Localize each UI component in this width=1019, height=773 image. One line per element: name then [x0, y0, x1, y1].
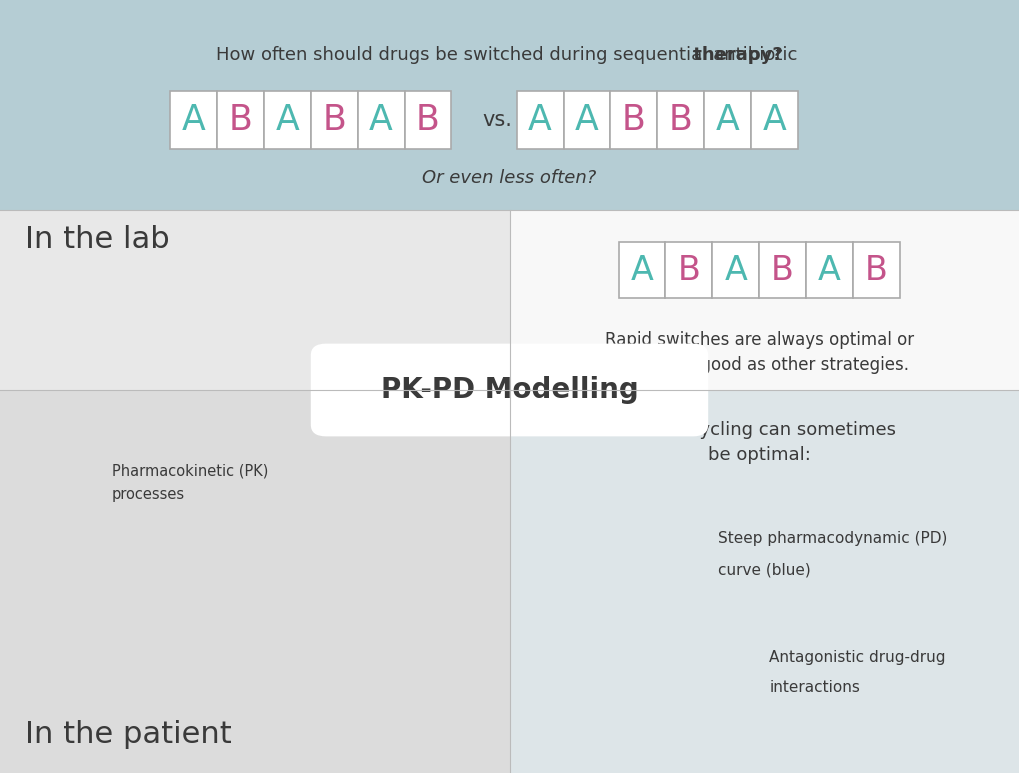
Text: Pharmacokinetic (PK): Pharmacokinetic (PK)	[112, 464, 268, 478]
Text: B: B	[322, 103, 346, 137]
Text: A: A	[528, 103, 552, 137]
Text: Slower cycling can sometimes: Slower cycling can sometimes	[623, 421, 896, 439]
Text: A: A	[369, 103, 393, 137]
Text: therapy?: therapy?	[236, 46, 783, 64]
Text: A: A	[275, 103, 300, 137]
Text: A: A	[762, 103, 787, 137]
Text: B: B	[681, 660, 698, 685]
Text: A: A	[576, 660, 593, 685]
Text: Rapid switches are always optimal or: Rapid switches are always optimal or	[604, 331, 914, 349]
Text: Antagonistic drug-drug: Antagonistic drug-drug	[769, 649, 946, 665]
Text: A: A	[631, 254, 653, 287]
Text: 0: 0	[511, 577, 519, 591]
Text: c: c	[708, 613, 716, 627]
Text: B: B	[678, 254, 700, 287]
Text: B: B	[668, 103, 693, 137]
Text: B: B	[622, 103, 646, 137]
Text: vs.: vs.	[482, 110, 513, 130]
Bar	[623, 662, 651, 683]
Text: B: B	[228, 103, 253, 137]
Text: Or even less often?: Or even less often?	[422, 169, 597, 187]
Text: B: B	[865, 254, 888, 287]
Text: c: c	[40, 271, 48, 286]
Text: In the patient: In the patient	[25, 720, 232, 749]
Text: A: A	[181, 103, 206, 137]
Text: A: A	[818, 254, 841, 287]
Text: A: A	[575, 103, 599, 137]
Text: A: A	[725, 254, 747, 287]
Circle shape	[647, 630, 732, 715]
Text: A: A	[715, 103, 740, 137]
Text: t: t	[476, 708, 482, 723]
Text: at least as good as other strategies.: at least as good as other strategies.	[609, 356, 909, 374]
Text: B: B	[416, 103, 440, 137]
Text: PK-PD Modelling: PK-PD Modelling	[381, 376, 638, 404]
Text: How often should drugs be switched during sequential antibiotic: How often should drugs be switched durin…	[216, 46, 803, 64]
Text: c: c	[66, 586, 74, 601]
Circle shape	[542, 630, 627, 715]
Text: be optimal:: be optimal:	[708, 446, 810, 464]
Text: ψ: ψ	[517, 492, 527, 506]
Text: interactions: interactions	[769, 680, 860, 696]
Text: =: =	[629, 663, 645, 682]
Text: B: B	[771, 254, 794, 287]
Text: In the lab: In the lab	[25, 226, 170, 254]
Text: curve (blue): curve (blue)	[718, 562, 811, 577]
Text: Steep pharmacodynamic (PD): Steep pharmacodynamic (PD)	[718, 531, 948, 547]
Text: processes: processes	[112, 487, 185, 502]
Text: t: t	[466, 359, 472, 374]
